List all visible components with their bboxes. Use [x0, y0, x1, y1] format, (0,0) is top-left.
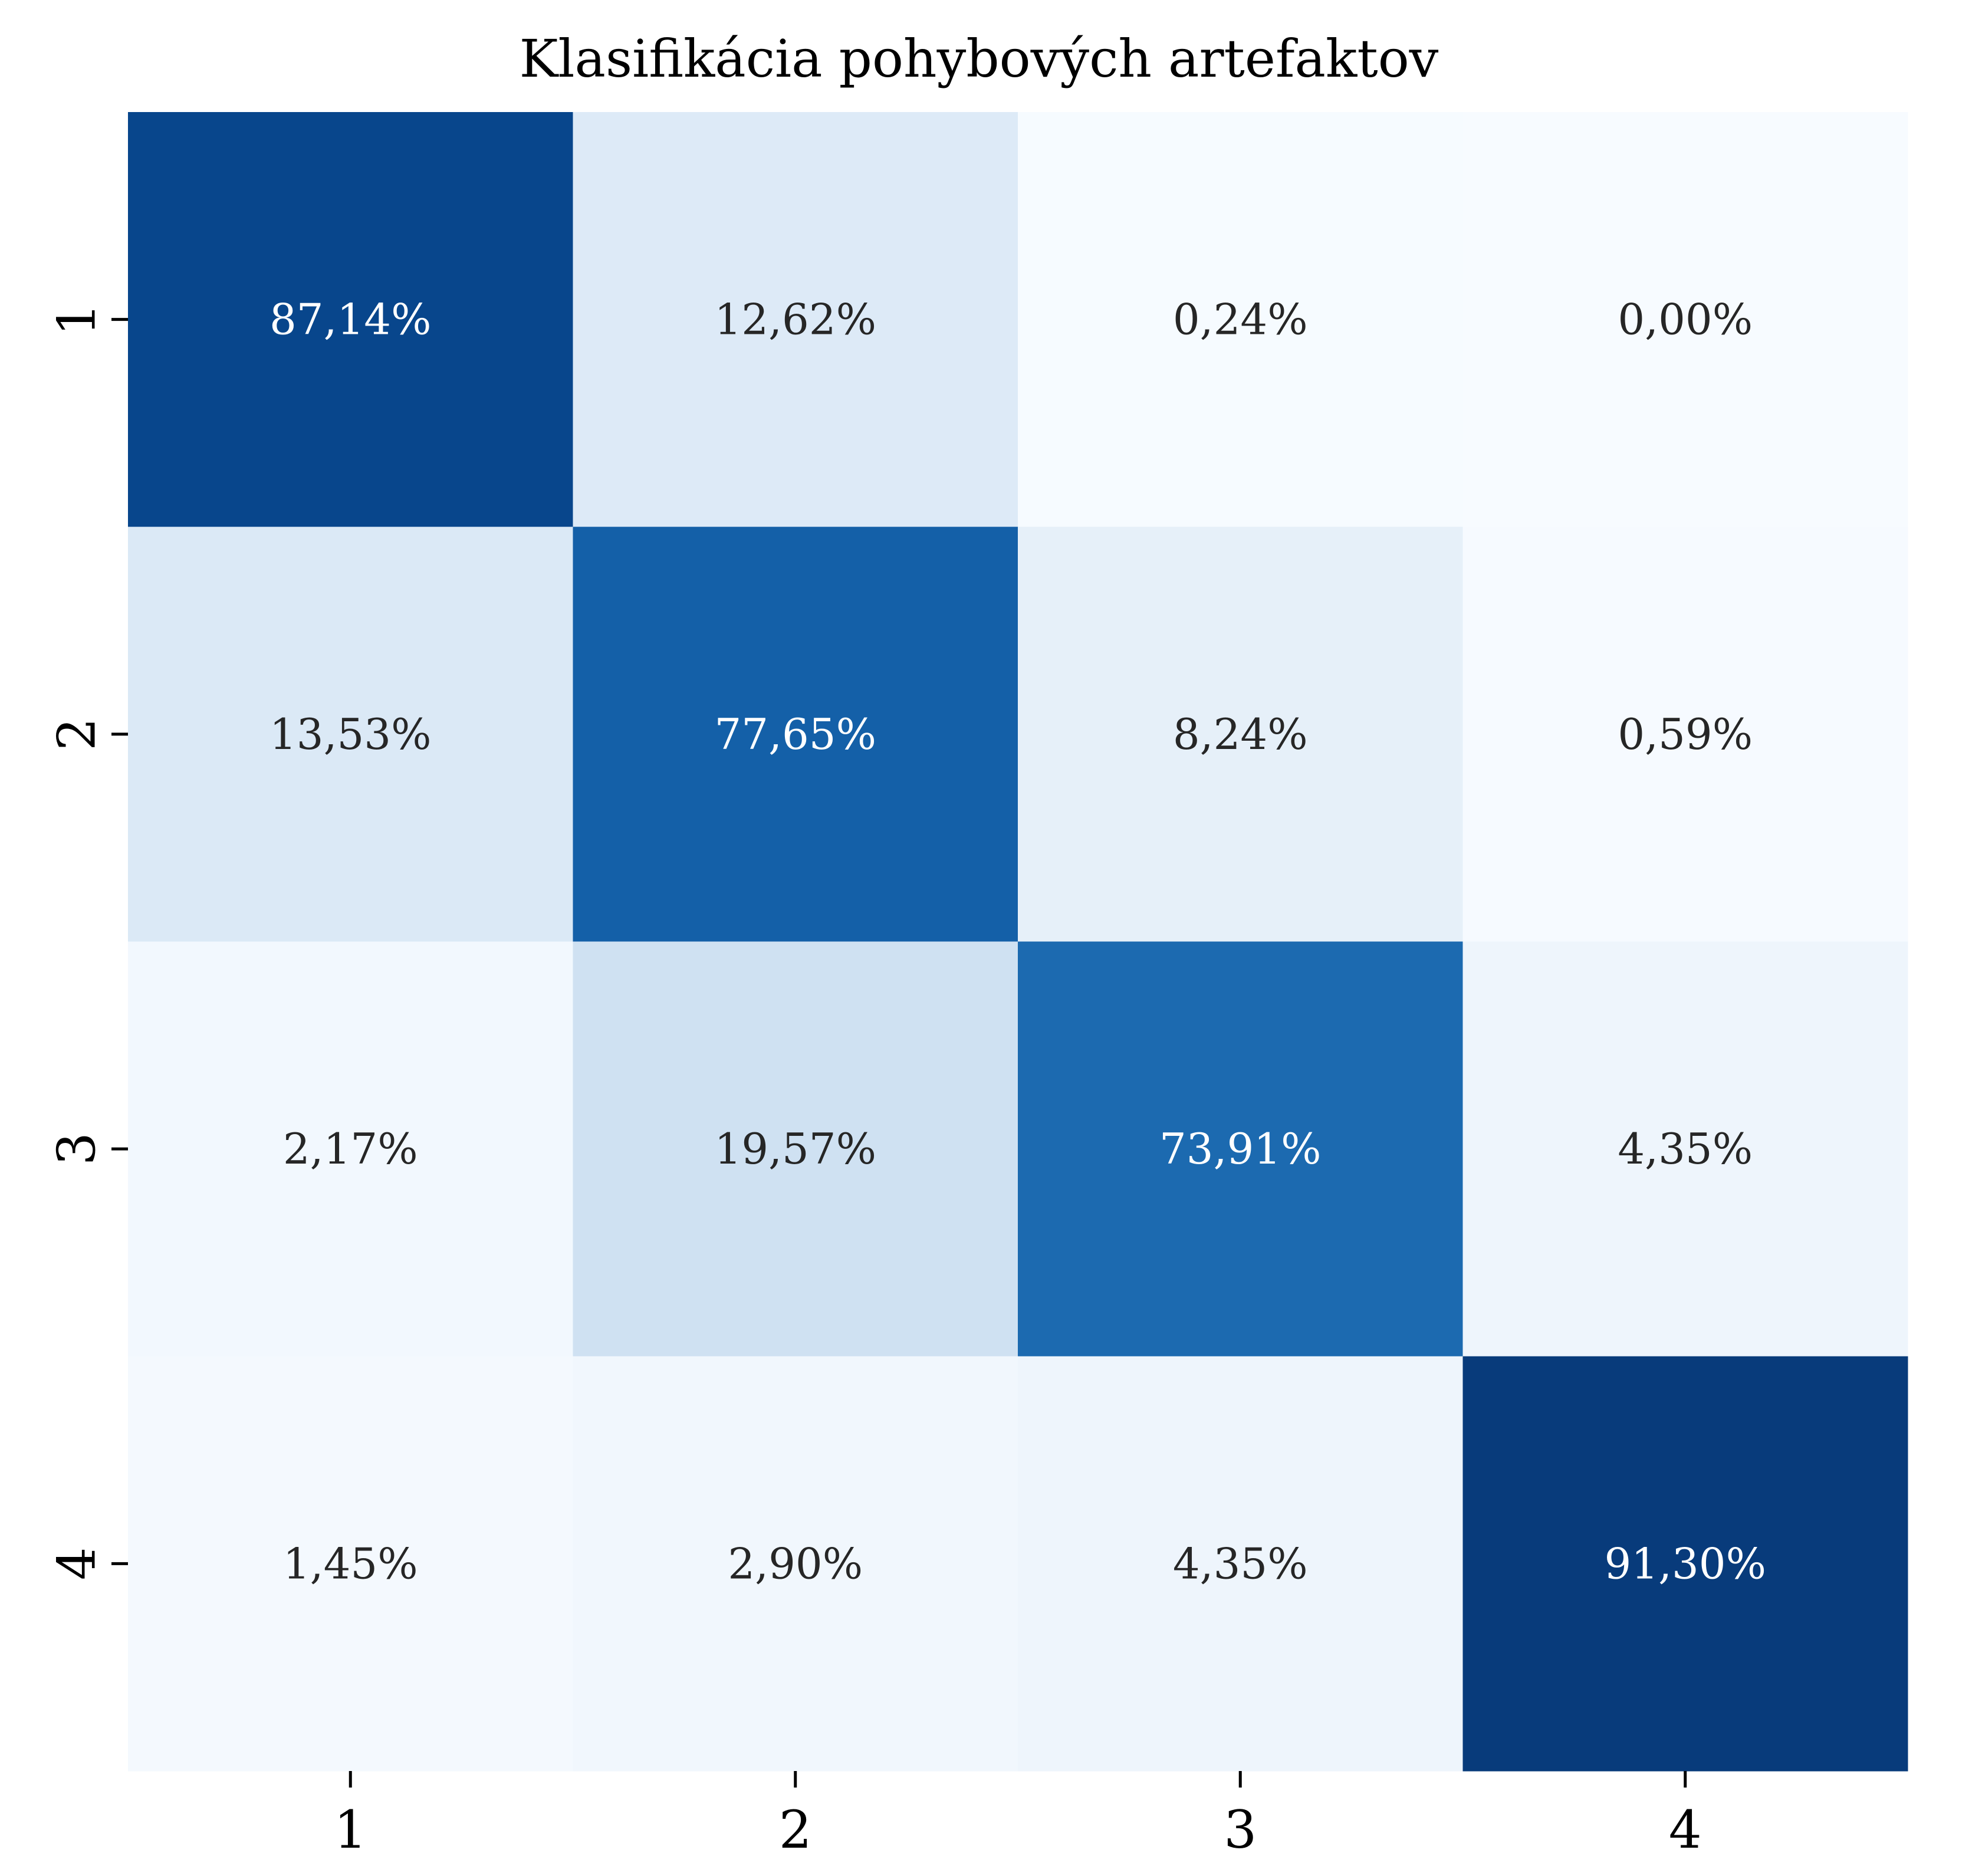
cell-label-r2-c3: 8,24% — [1173, 709, 1308, 759]
heatmap-cell-r1-c4 — [1462, 112, 1908, 527]
cell-label-r2-c1: 13,53% — [269, 709, 432, 759]
heatmap-cell-r3-c3 — [1018, 941, 1463, 1357]
heatmap-cell-r3-c1 — [128, 941, 573, 1357]
heatmap-cell-r2-c2 — [573, 527, 1018, 942]
heatmap-cell-r2-c4 — [1462, 527, 1908, 942]
x-axis: 1 2 3 4 — [334, 1771, 1702, 1860]
heatmap-cell-r3-c4 — [1462, 941, 1908, 1357]
chart-title: Klasifikácia pohybových artefaktov — [520, 28, 1439, 89]
cell-label-r4-c3: 4,35% — [1173, 1539, 1308, 1588]
heatmap-cell-r4-c4 — [1462, 1356, 1908, 1772]
x-tick-label-2: 2 — [779, 1799, 812, 1860]
cell-label-r4-c1: 1,45% — [283, 1539, 418, 1588]
heatmap-cell-r1-c3 — [1018, 112, 1463, 527]
cell-label-r1-c1: 87,14% — [269, 295, 432, 344]
cell-label-r1-c4: 0,00% — [1618, 295, 1753, 344]
heatmap-cell-r4-c2 — [573, 1356, 1018, 1772]
y-tick-label-2: 2 — [47, 718, 107, 751]
y-axis: 1 2 3 4 — [47, 303, 128, 1580]
heatmap-cell-r4-c1 — [128, 1356, 573, 1772]
y-tick-label-4: 4 — [47, 1547, 107, 1580]
cell-label-r3-c1: 2,17% — [283, 1124, 418, 1174]
cell-label-r4-c2: 2,90% — [728, 1539, 863, 1588]
x-tick-label-3: 3 — [1224, 1799, 1257, 1860]
y-tick-label-1: 1 — [47, 303, 107, 336]
heatmap-cell-r4-c3 — [1018, 1356, 1463, 1772]
cell-label-r3-c4: 4,35% — [1618, 1124, 1753, 1174]
heatmap-cell-r2-c3 — [1018, 527, 1463, 942]
heatmap-cell-r1-c1 — [128, 112, 573, 527]
heatmap-cell-r3-c2 — [573, 941, 1018, 1357]
cell-label-r3-c3: 73,91% — [1159, 1124, 1322, 1174]
heatmap-cell-r2-c1 — [128, 527, 573, 942]
heatmap-cell-r1-c2 — [573, 112, 1018, 527]
cell-label-r4-c4: 91,30% — [1604, 1539, 1766, 1588]
x-tick-label-4: 4 — [1669, 1799, 1702, 1860]
cell-label-r2-c4: 0,59% — [1618, 709, 1753, 759]
cell-label-r1-c2: 12,62% — [714, 295, 876, 344]
y-tick-label-3: 3 — [47, 1132, 107, 1165]
cell-labels: 87,14% 12,62% 0,24% 0,00% 13,53% 77,65% 8,24% 0… — [269, 295, 1766, 1589]
cell-label-r1-c3: 0,24% — [1173, 295, 1308, 344]
cell-label-r2-c2: 77,65% — [714, 709, 876, 759]
x-tick-label-1: 1 — [334, 1799, 367, 1860]
cell-label-r3-c2: 19,57% — [714, 1124, 876, 1174]
heatmap-cells — [128, 112, 1908, 1772]
